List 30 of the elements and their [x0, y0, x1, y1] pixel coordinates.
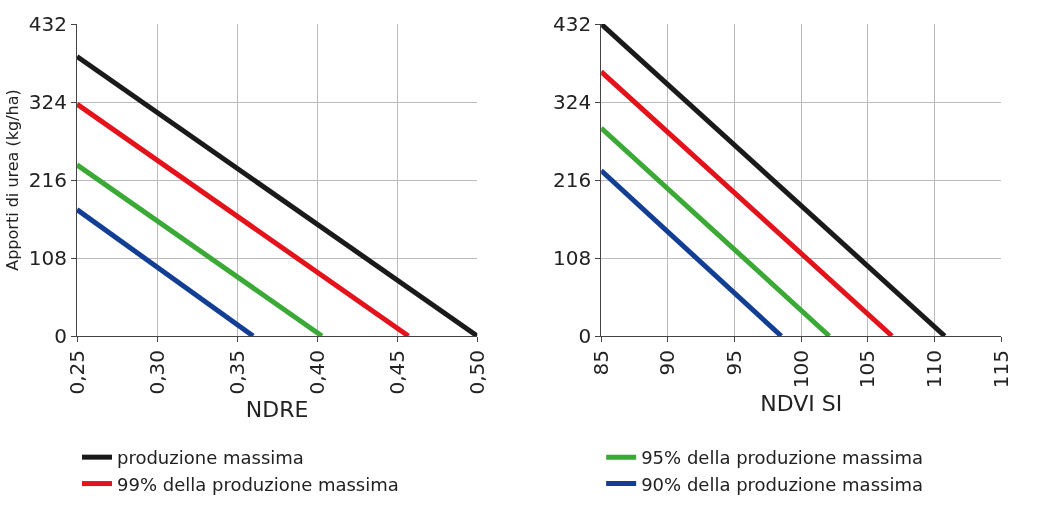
y-tick-label: 108 [28, 246, 67, 270]
x-tick-label: 0,50 [464, 350, 489, 395]
y-axis-title: Apporti di urea (kg/ha) [2, 89, 22, 271]
x-tick-label: 100 [788, 350, 813, 389]
y-tick-label: 432 [28, 12, 67, 36]
y-tick-label: 0 [578, 324, 592, 348]
y-tick-label: 324 [552, 90, 592, 114]
y-tick-label: 216 [552, 168, 592, 192]
x-tick-label: 85 [588, 350, 613, 376]
x-axis-title: NDVI SI [760, 391, 843, 417]
x-tick-label: 0,45 [384, 350, 409, 395]
x-tick-label: 105 [855, 350, 880, 389]
y-tick-label: 324 [28, 90, 67, 114]
x-tick-label: 110 [922, 350, 947, 389]
x-tick-label: 0,30 [144, 350, 169, 395]
x-axis-title: NDRE [245, 397, 309, 423]
y-tick-label: 432 [552, 12, 592, 36]
legend-label: 99% della produzione massima [117, 473, 399, 495]
y-tick-label: 0 [54, 324, 67, 348]
x-tick-label: 115 [988, 350, 1013, 389]
x-tick-label: 0,35 [224, 350, 249, 395]
x-tick-label: 95 [722, 350, 747, 376]
x-tick-label: 0,40 [304, 350, 329, 395]
legend-label: 90% della produzione massima [641, 473, 923, 495]
legend-label: produzione massima [117, 447, 304, 469]
x-tick-label: 0,25 [64, 350, 89, 395]
y-tick-label: 108 [552, 246, 592, 270]
legend-label: 95% della produzione massima [641, 447, 923, 469]
x-tick-label: 90 [655, 350, 680, 376]
y-tick-label: 216 [28, 168, 67, 192]
